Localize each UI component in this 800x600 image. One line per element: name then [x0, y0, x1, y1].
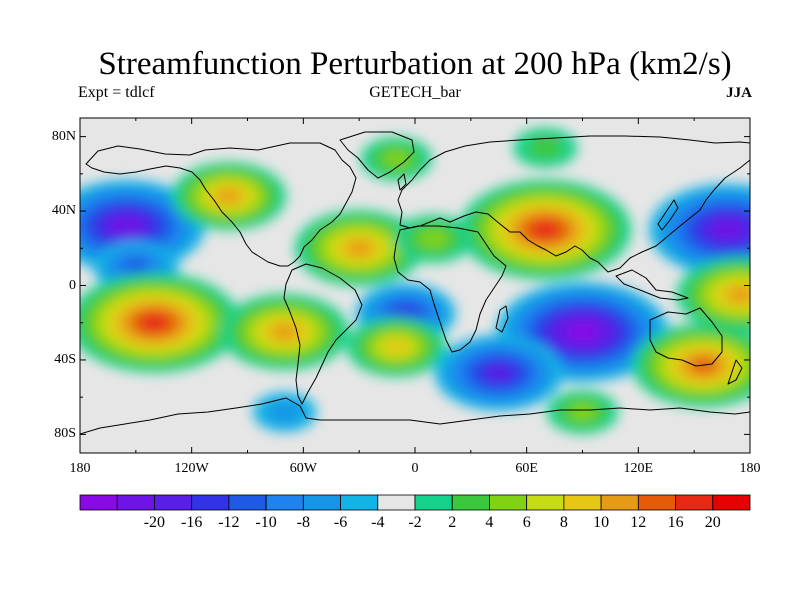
colorbar-label: -2 [408, 514, 422, 531]
colorbar-label: 10 [593, 514, 610, 531]
colorbar-label: 6 [522, 514, 531, 531]
contour-north-pacific-low-m16 [112, 217, 141, 235]
dataset-label: GETECH_bar [369, 84, 461, 101]
contour-arctic-high-4 [527, 136, 564, 160]
colorbar-swatch [340, 494, 379, 511]
contour-south-asian-high-20 [531, 221, 559, 238]
lon-tick-label: 60W [289, 461, 317, 476]
experiment-label: Expt = tdlcf [78, 84, 155, 101]
colorbar-swatch [377, 494, 416, 511]
colorbar-label: -16 [181, 514, 203, 531]
colorbar-label: 20 [704, 514, 721, 531]
contour-southern-ocean-high-6 [568, 403, 597, 421]
contour-tropical-pacific-high-east-12 [271, 324, 299, 340]
colorbar-swatch [302, 494, 341, 511]
lat-tick-label: 40S [54, 351, 76, 367]
colorbar-swatch [191, 494, 230, 511]
contour-central-atlantic-high-12 [345, 240, 373, 257]
colorbar-swatch [451, 494, 490, 511]
coastline-maritime-continent [615, 269, 689, 301]
coastline-south-america [283, 263, 363, 405]
lon-tick-label: 0 [411, 461, 419, 476]
coastline-antarctica [80, 397, 750, 435]
colorbar-swatch [489, 494, 528, 511]
contour-south-atlantic-high-10 [384, 339, 409, 355]
contour-southern-pacific-low-m4 [266, 400, 303, 424]
coastline-eurasia [397, 135, 750, 273]
coastline-japan [657, 199, 679, 231]
lon-tick-label: 180 [739, 461, 761, 476]
coastline-australia [649, 307, 723, 367]
contour-west-us-high-12 [217, 189, 241, 204]
lat-tick-label: 80S [54, 426, 76, 442]
streamfunction-contours [80, 127, 750, 435]
lat-tick-label: 40N [51, 203, 76, 219]
lon-tick-label: 120W [174, 461, 209, 476]
coastlines [80, 131, 750, 435]
lat-tick-label: 80N [51, 128, 76, 144]
colorbar-swatch [79, 494, 118, 511]
colorbar-swatch [414, 494, 453, 511]
contour-eastern-atlantic-high-6 [418, 229, 449, 249]
map-title: Streamfunction Perturbation at 200 hPa (… [98, 46, 732, 82]
coastline-africa [393, 225, 507, 353]
colorbar-label: -10 [255, 514, 277, 531]
colorbar [79, 494, 751, 511]
colorbar-swatch [600, 494, 639, 511]
lon-tick-label: 180 [69, 461, 91, 476]
colorbar-swatch [265, 494, 304, 511]
coastline-north-america [85, 142, 357, 267]
colorbar-swatch [712, 494, 751, 511]
colorbar-label: -8 [296, 514, 310, 531]
coastline-new-zealand [727, 359, 743, 385]
coastline-madagascar [495, 305, 509, 333]
lon-tick-label: 60E [515, 461, 538, 476]
season-label: JJA [726, 85, 752, 101]
colorbar-label: -20 [143, 514, 166, 531]
colorbar-swatch [116, 494, 155, 511]
contour-north-pacific-low-south-m8 [122, 259, 149, 275]
lon-tick-label: 120E [623, 461, 654, 476]
colorbar-label: -6 [333, 514, 348, 531]
contour-east-pacific-high-12 [727, 287, 750, 303]
lat-tick-label: 0 [69, 277, 76, 293]
colorbar-label: 8 [559, 514, 568, 531]
colorbar-swatch [563, 494, 602, 511]
colorbar-label: 16 [667, 514, 684, 531]
contour-siberian-high-6 [382, 150, 411, 168]
contour-south-indian-low-m12 [485, 365, 513, 381]
colorbar-label: -4 [371, 514, 385, 531]
coastline-british-isles [397, 173, 407, 191]
map-ticks [79, 118, 751, 453]
colorbar-label: -12 [218, 514, 240, 531]
contour-tropical-pacific-high-20 [140, 314, 168, 331]
colorbar-swatch [526, 494, 565, 511]
contour-indian-ocean-low-m20 [569, 324, 596, 340]
contour-northwest-pacific-low-m16 [713, 221, 742, 238]
colorbar-swatch [675, 494, 714, 511]
coastline-greenland [339, 131, 415, 179]
colorbar-label: 4 [485, 514, 494, 531]
colorbar-label: 2 [448, 514, 457, 531]
colorbar-swatch [637, 494, 676, 511]
colorbar-swatch [228, 494, 267, 511]
colorbar-label: 12 [630, 514, 647, 531]
colorbar-swatch [154, 494, 193, 511]
